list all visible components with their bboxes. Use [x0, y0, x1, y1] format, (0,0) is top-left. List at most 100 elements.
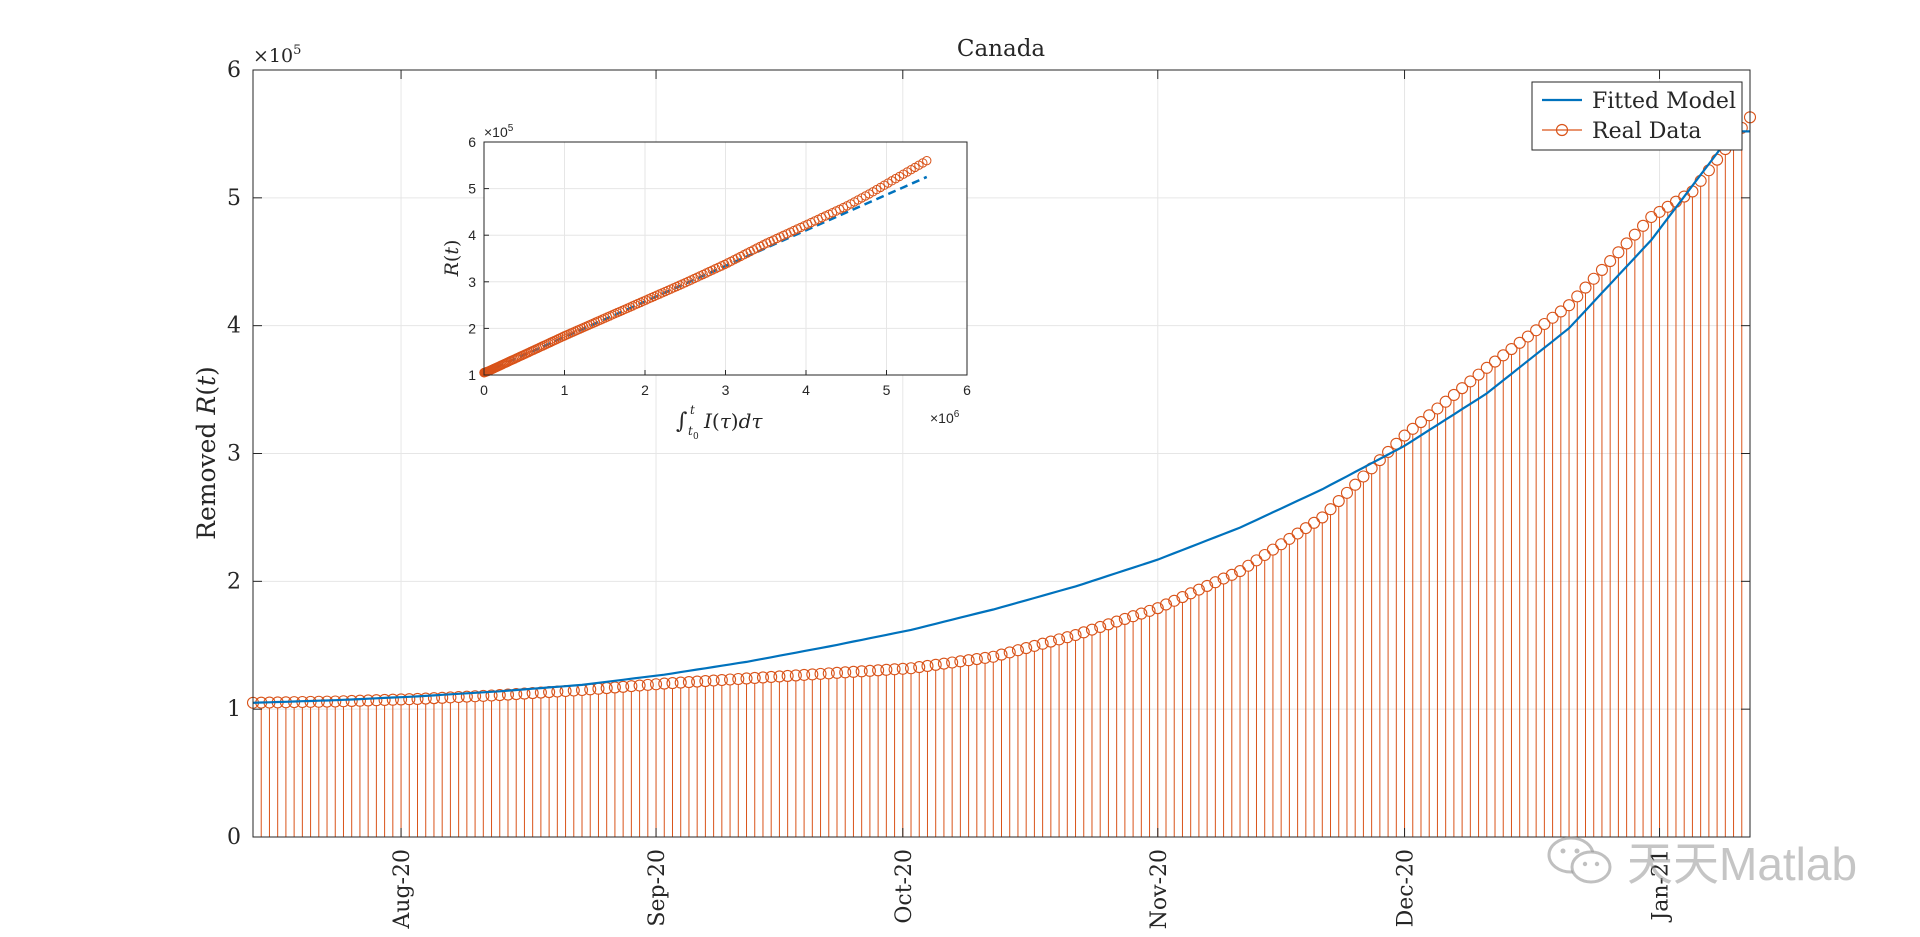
real-data-point [403, 693, 416, 706]
real-data-point [1406, 422, 1419, 435]
real-data-point [1538, 317, 1551, 331]
real-data-point [995, 648, 1008, 661]
real-data-point [1595, 263, 1608, 276]
real-data-point [641, 678, 654, 691]
real-data-point [691, 675, 704, 688]
inset-x-label-lower-sub: 0 [693, 432, 699, 442]
real-data-point [419, 692, 432, 705]
real-data-point [1118, 612, 1131, 625]
inset-x-label-upper: t [690, 403, 695, 417]
real-data-point [814, 667, 827, 680]
real-data-point [625, 680, 638, 693]
real-data-point [789, 669, 802, 682]
real-data-point [1044, 635, 1057, 648]
real-data-point [847, 665, 860, 678]
real-data-point [1102, 618, 1115, 631]
real-data-point [1036, 637, 1049, 650]
real-data-point [1340, 486, 1354, 499]
real-data-point [896, 662, 909, 675]
real-data-point [1464, 375, 1477, 388]
real-data-point [1431, 402, 1444, 415]
real-data-point [1061, 631, 1074, 644]
inset-data-markers [479, 155, 932, 378]
real-data-point [1554, 305, 1567, 318]
main-x-tick-label: Dec-20 [1394, 849, 1419, 927]
y-axis-label-open: ( [192, 386, 221, 396]
real-data-point [1612, 246, 1625, 259]
real-data-point [1127, 610, 1140, 623]
main-x-tick-label: Aug-20 [390, 849, 415, 930]
inset-x-label-body: I(τ)dτ [703, 409, 763, 433]
real-data-point [946, 656, 959, 669]
real-data-point [493, 689, 506, 702]
inset-x-label-integral: ∫ [676, 409, 688, 434]
real-data-point [1497, 349, 1510, 362]
inset-x-tick-labels: 0 1 2 3 4 5 6 [480, 382, 971, 398]
inset-y-tick-label: 3 [468, 274, 476, 290]
real-data-point [674, 676, 687, 689]
y-axis-label-var: R [192, 396, 221, 416]
inset-x-tick-label: 5 [883, 382, 891, 398]
real-data-point [978, 651, 992, 664]
real-data-point [436, 691, 449, 704]
real-data-point [1011, 644, 1025, 657]
inset-x-tick-label: 6 [963, 382, 971, 398]
y-axis-label-arg: t [192, 375, 221, 386]
y-axis-label: Removed R(t) [192, 366, 221, 540]
real-data-point [732, 672, 745, 686]
inset-x-tick-label: 4 [802, 382, 810, 398]
real-data-point [1579, 281, 1592, 294]
real-data-point [724, 673, 737, 686]
real-data-point [872, 664, 885, 677]
real-data-point [633, 679, 646, 692]
real-data-point [929, 658, 942, 671]
real-data-point [806, 668, 819, 681]
real-data-point [1373, 454, 1386, 467]
real-data-point [526, 687, 539, 700]
inset-y-label-open: ( [441, 255, 463, 262]
inset-data-point [555, 333, 566, 343]
real-data-point [510, 688, 523, 701]
real-data-point [1513, 336, 1526, 349]
inset-x-tick-label: 1 [561, 382, 569, 398]
inset-x-exponent-base: ×10 [930, 410, 954, 426]
real-data-point [1176, 591, 1189, 604]
real-data-point [1151, 602, 1164, 615]
real-data-point [863, 664, 876, 677]
real-data-point [1521, 330, 1534, 343]
main-y-tick-label: 6 [227, 58, 241, 83]
real-data-point [1637, 219, 1650, 232]
real-data-point [617, 680, 630, 693]
real-data-point [427, 692, 441, 705]
real-data-point [1077, 626, 1090, 639]
real-data-point [370, 694, 383, 707]
real-data-point [748, 671, 761, 685]
real-data-point [880, 663, 893, 676]
main-x-tick-label: Jan-21 [1649, 849, 1674, 923]
legend-fitted-model-label: Fitted Model [1592, 89, 1736, 114]
fitted-model-line [252, 130, 1750, 704]
real-data-point [518, 687, 531, 700]
real-data-point [822, 667, 835, 680]
real-data-point [839, 666, 852, 679]
main-x-tick-label: Oct-20 [892, 849, 917, 924]
inset-x-exponent: ×106 [930, 409, 960, 426]
inset-y-label-close: ) [441, 240, 463, 247]
real-data-point [1414, 416, 1428, 429]
real-data-point [1209, 576, 1222, 589]
real-data-point [1159, 598, 1173, 611]
real-data-point [1053, 633, 1066, 646]
real-data-point [353, 694, 366, 707]
real-data-point [1085, 623, 1099, 636]
main-x-tick-labels: Aug-20 Sep-20 Oct-20 Nov-20 Dec-20 Jan-21 [390, 849, 1673, 930]
real-data-point [1201, 579, 1214, 592]
real-data-point [1020, 642, 1033, 655]
real-data-point [666, 677, 679, 690]
inset-x-label-open: ( [712, 409, 720, 433]
inset-y-exponent: ×105 [484, 123, 514, 140]
real-data-point [362, 694, 375, 707]
real-data-point [1480, 361, 1493, 374]
real-data-point [460, 690, 473, 703]
real-data-point [649, 678, 663, 691]
